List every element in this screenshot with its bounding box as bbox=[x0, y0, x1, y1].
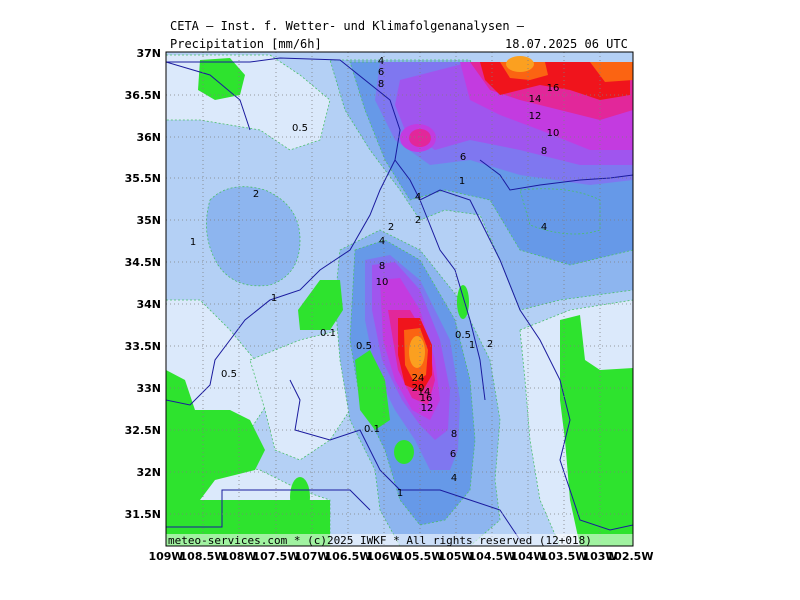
contour-label: 16 bbox=[547, 83, 560, 94]
contour-label: 0.5 bbox=[292, 123, 308, 134]
contour-label: 0.1 bbox=[320, 328, 336, 339]
contour-label: 16 bbox=[420, 393, 433, 404]
contour-label: 4 bbox=[415, 192, 421, 203]
contour-label: 8 bbox=[378, 79, 384, 90]
contour-label: 4 bbox=[451, 473, 457, 484]
level-20-plus bbox=[409, 56, 534, 368]
contour-label: 6 bbox=[460, 152, 466, 163]
contour-label: 12 bbox=[421, 403, 434, 414]
lon-tick-label: 107W bbox=[294, 550, 329, 563]
lon-tick-label: 105W bbox=[438, 550, 473, 563]
contour-label: 0.1 bbox=[364, 424, 380, 435]
contour-label: 14 bbox=[529, 94, 542, 105]
lat-tick-label: 35N bbox=[136, 214, 161, 227]
contour-label: 2 bbox=[487, 339, 493, 350]
contour-label: 8 bbox=[379, 261, 385, 272]
lon-axis: 109W 108.5W 108W 107.5W 107W 106.5W 106W… bbox=[148, 550, 653, 563]
contour-label: 2 bbox=[388, 222, 394, 233]
dry-areas bbox=[166, 58, 633, 546]
lon-tick-label: 104.5W bbox=[469, 550, 516, 563]
contour-label: 1 bbox=[469, 340, 475, 351]
contour-label: 8 bbox=[451, 429, 457, 440]
contour-label: 1 bbox=[459, 176, 465, 187]
valid-time: 18.07.2025 06 UTC bbox=[505, 37, 628, 51]
lat-tick-label: 32N bbox=[136, 466, 161, 479]
lon-tick-label: 109W bbox=[148, 550, 183, 563]
lat-axis: 37N 36.5N 36N 35.5N 35N 34.5N 34N 33.5N … bbox=[125, 47, 161, 521]
contour-label: 24 bbox=[412, 373, 425, 384]
lat-tick-label: 36.5N bbox=[125, 89, 161, 102]
lat-tick-label: 35.5N bbox=[125, 172, 161, 185]
contour-label: 4 bbox=[541, 222, 547, 233]
contour-label: 0.5 bbox=[356, 341, 372, 352]
contour-label: 8 bbox=[541, 146, 547, 157]
lon-tick-label: 103.5W bbox=[541, 550, 588, 563]
lon-tick-label: 104W bbox=[510, 550, 545, 563]
contour-label: 14 bbox=[418, 387, 431, 398]
lon-tick-label: 107.5W bbox=[253, 550, 300, 563]
contour-label: 0.5 bbox=[221, 369, 237, 380]
contour-label: 2 bbox=[253, 189, 259, 200]
lat-tick-label: 33N bbox=[136, 382, 161, 395]
lat-tick-label: 34.5N bbox=[125, 256, 161, 269]
contour-label: 2 bbox=[415, 215, 421, 226]
contour-labels: 4 6 8 0.5 6 1 4 2 2 4 4 8 10 2 1 1 0.5 0… bbox=[190, 56, 560, 499]
lon-tick-label: 102.5W bbox=[607, 550, 654, 563]
contour-label: 10 bbox=[547, 128, 560, 139]
contour-label: 4 bbox=[379, 236, 385, 247]
contour-label: 20 bbox=[412, 383, 425, 394]
lon-tick-label: 108.5W bbox=[180, 550, 227, 563]
field-name: Precipitation [mm/6h] bbox=[170, 37, 322, 51]
footer-strip bbox=[166, 534, 633, 546]
lon-tick-label: 108W bbox=[221, 550, 256, 563]
plot-frame bbox=[165, 51, 634, 547]
contour-label: 6 bbox=[378, 67, 384, 78]
contour-label: 1 bbox=[190, 237, 196, 248]
lat-tick-label: 36N bbox=[136, 131, 161, 144]
lat-tick-label: 34N bbox=[136, 298, 161, 311]
contour-label: 1 bbox=[397, 488, 403, 499]
contour-label: 0.5 bbox=[455, 330, 471, 341]
lat-tick-label: 32.5N bbox=[125, 424, 161, 437]
map-title: CETA — Inst. f. Wetter- und Klimafolgena… bbox=[170, 19, 525, 33]
contour-label: 10 bbox=[376, 277, 389, 288]
contour-label: 4 bbox=[378, 56, 384, 67]
copyright-footer: meteo-services.com * (c)2025 IWKF * All … bbox=[168, 534, 592, 547]
lon-tick-label: 106W bbox=[366, 550, 401, 563]
lat-tick-label: 31.5N bbox=[125, 508, 161, 521]
contour-label: 12 bbox=[529, 111, 542, 122]
lat-tick-label: 37N bbox=[136, 47, 161, 60]
lon-tick-label: 103W bbox=[582, 550, 617, 563]
lon-tick-label: 106.5W bbox=[325, 550, 372, 563]
lat-tick-label: 33.5N bbox=[125, 340, 161, 353]
contour-label: 1 bbox=[271, 293, 277, 304]
lon-tick-label: 105.5W bbox=[397, 550, 444, 563]
contour-label: 6 bbox=[450, 449, 456, 460]
